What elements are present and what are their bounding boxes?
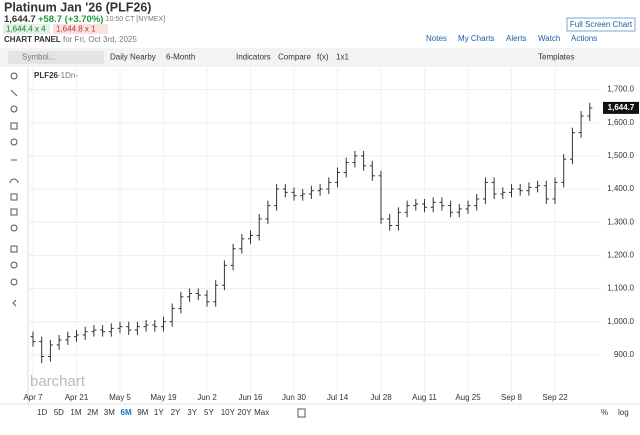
range-button[interactable]: Max	[254, 408, 269, 417]
toolbar-item[interactable]: Compare	[278, 53, 311, 62]
scale-option[interactable]: %	[601, 408, 608, 417]
scale-option[interactable]: log	[618, 408, 629, 417]
y-tick-label: 900.0	[614, 350, 635, 359]
last-price-tag	[603, 101, 639, 114]
fullscreen-label[interactable]: Full Screen Chart	[570, 20, 633, 29]
action[interactable]: Watch	[538, 34, 560, 43]
ask-box	[53, 24, 108, 34]
left-icons	[9, 72, 19, 307]
toolbar-item[interactable]: Daily Nearby	[110, 53, 156, 62]
x-tick-label: Jul 14	[327, 393, 349, 402]
toolbar-item[interactable]: 1x1	[336, 53, 349, 62]
range-button[interactable]: 10Y	[221, 408, 236, 417]
range-button[interactable]: 2M	[87, 408, 98, 417]
panel-label: CHART PANEL	[4, 35, 61, 44]
x-tick-label: Aug 11	[412, 393, 437, 402]
range-button[interactable]: 1D	[37, 408, 47, 417]
time: 10:50 CT [NYMEX]	[106, 16, 165, 23]
plot: 900.0 1,000.0 1,100.0 1,200.0 1,300.0 1,400.0…	[23, 68, 639, 402]
legend-symbol: PLF26	[34, 71, 59, 80]
x-tick-label: Aug 25	[455, 393, 481, 402]
range-button[interactable]: 6M	[121, 408, 132, 417]
calendar-icon[interactable]	[297, 408, 306, 418]
x-tick-label: Jun 2	[197, 393, 217, 402]
range-button[interactable]: 3M	[104, 408, 115, 417]
action[interactable]: Notes	[426, 34, 447, 43]
x-tick-label: Jun 30	[282, 393, 307, 402]
x-tick-label: Jun 16	[238, 393, 263, 402]
toolbar-items: Daily Nearby 6-Month Indicators Compare f(x)…	[110, 53, 349, 62]
panel-date: for Fri, Oct 3rd, 2025	[63, 35, 137, 44]
range-button[interactable]: 9M	[137, 408, 148, 417]
range-button[interactable]: 5Y	[204, 408, 214, 417]
action[interactable]: My Charts	[458, 34, 494, 43]
toolbar	[0, 48, 640, 67]
x-tick-label: Jul 28	[370, 393, 392, 402]
x-tick-label: Apr 7	[23, 393, 43, 402]
actions: Notes My Charts Alerts Watch Actions	[426, 34, 597, 43]
symbol-input[interactable]	[8, 51, 104, 64]
symbol-placeholder[interactable]: Symbol...	[22, 53, 55, 62]
y-tick-label: 1,400.0	[607, 184, 634, 193]
y-tick-label: 1,200.0	[607, 250, 634, 259]
y-tick-label: 1,700.0	[607, 85, 634, 94]
bid: 1,644.4 x 4	[6, 25, 46, 34]
legend: PLF26-1Dn-	[34, 71, 78, 80]
ranges: 1D 5D 1M 2M 3M 6M 9M 1Y 2Y 3Y 5Y 10Y 20Y Max% log	[37, 408, 629, 418]
legend-sub: -1Dn-	[58, 71, 78, 80]
x-tick-label: Apr 21	[65, 393, 89, 402]
toolbar-item[interactable]: Indicators	[236, 53, 271, 62]
last: 1,644.7	[4, 14, 36, 25]
x-tick-label: May 19	[150, 393, 177, 402]
range-button[interactable]: 5D	[54, 408, 64, 417]
quote: 1,644.7 +58.7 (+3.70%) 10:50 CT [NYMEX]	[4, 14, 165, 25]
x-tick-label: May 5	[109, 393, 131, 402]
action[interactable]: Alerts	[506, 34, 526, 43]
toolbar-item[interactable]: f(x)	[317, 53, 329, 62]
range-button[interactable]: 2Y	[171, 408, 181, 417]
watermark: barchart	[30, 373, 86, 390]
y-tick-label: 1,100.0	[607, 284, 634, 293]
change: +58.7 (+3.70%)	[38, 14, 104, 25]
bid-box	[3, 24, 50, 34]
range-button[interactable]: 1Y	[154, 408, 164, 417]
range-button[interactable]: 1M	[70, 408, 81, 417]
y-tick-label: 1,500.0	[607, 151, 634, 160]
y-tick-label: 1,300.0	[607, 217, 634, 226]
last-price-label: 1,644.7	[608, 103, 635, 112]
templates[interactable]: Templates	[538, 53, 574, 62]
x-tick-label: Sep 22	[542, 393, 568, 402]
range-button[interactable]: 3Y	[187, 408, 197, 417]
x-tick-label: Sep 8	[501, 393, 522, 402]
y-tick-label: 1,000.0	[607, 317, 634, 326]
range-button[interactable]: 20Y	[237, 408, 252, 417]
ask: 1,644.8 x 1	[56, 25, 96, 34]
fullscreen-button[interactable]	[566, 17, 636, 32]
action[interactable]: Actions	[571, 34, 597, 43]
toolbar-item[interactable]: 6-Month	[166, 53, 195, 62]
title: Platinum Jan '26 (PLF26)	[4, 0, 151, 14]
y-tick-label: 1,600.0	[607, 118, 634, 127]
panel: CHART PANEL for Fri, Oct 3rd, 2025	[4, 35, 137, 44]
